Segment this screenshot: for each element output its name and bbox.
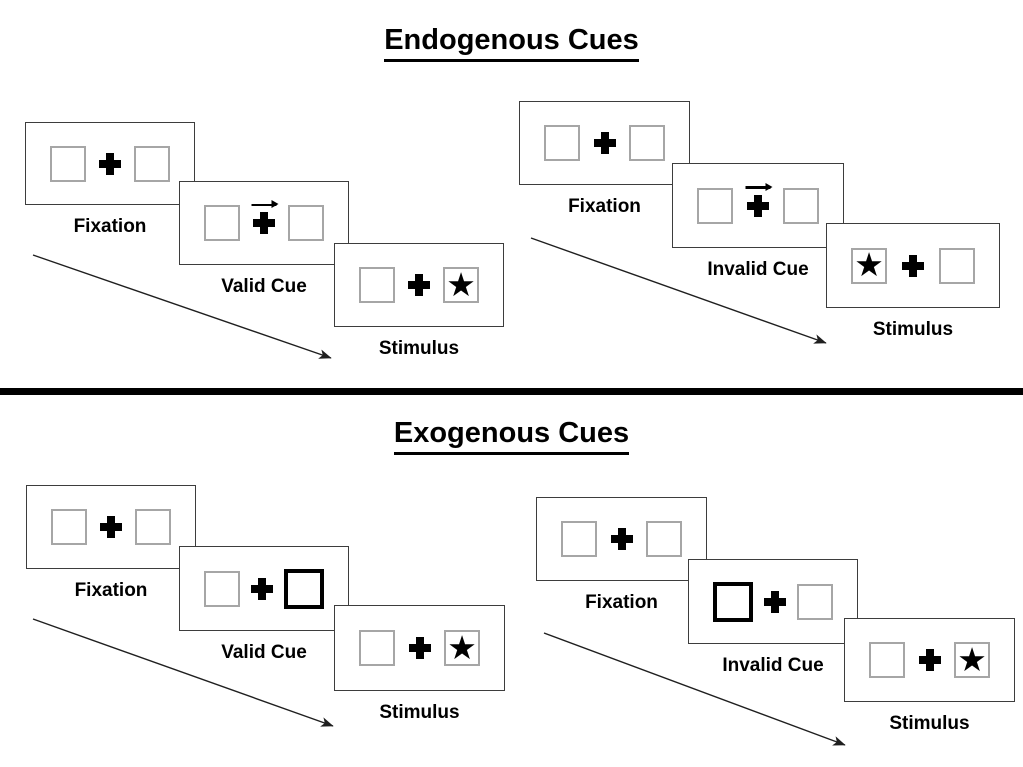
left-box xyxy=(869,642,905,678)
left-box: ★ xyxy=(851,245,887,284)
stimulus-card: ★ xyxy=(334,605,505,691)
right-box: ★ xyxy=(443,267,479,303)
fixation-label: Fixation xyxy=(568,196,641,217)
cue-label: Valid Cue xyxy=(221,642,307,663)
stimulus-card: ★ xyxy=(844,618,1015,702)
right-box: ★ xyxy=(954,642,990,678)
fixation-card xyxy=(26,485,196,569)
cue-label: Invalid Cue xyxy=(722,655,824,676)
cue-arrow-icon xyxy=(745,183,773,190)
fixation-label: Fixation xyxy=(585,592,658,613)
stimulus-label: Stimulus xyxy=(379,702,460,723)
right-box xyxy=(783,187,819,224)
right-box xyxy=(134,145,170,182)
left-box xyxy=(204,570,240,607)
stimulus-card: ★ xyxy=(826,223,1000,308)
right-box: ★ xyxy=(444,630,480,666)
fixation-cross-icon xyxy=(99,152,121,175)
left-box xyxy=(359,630,395,666)
stimulus-label: Stimulus xyxy=(889,713,970,734)
fixation-cross-icon xyxy=(918,649,941,671)
cue-label: Invalid Cue xyxy=(707,259,809,280)
timeline-arrow xyxy=(530,237,827,344)
fixation-cross-icon xyxy=(251,577,273,600)
right-box xyxy=(135,509,171,545)
fixation-card xyxy=(25,122,195,205)
exogenous-title-text: Exogenous Cues xyxy=(393,417,630,455)
left-box xyxy=(359,267,395,303)
star-icon: ★ xyxy=(446,264,476,304)
cue-arrow-icon xyxy=(251,200,279,208)
valid-cue-card xyxy=(179,181,349,265)
fixation-cross-icon xyxy=(408,274,430,296)
fixation-cross-icon xyxy=(408,637,431,659)
timeline-arrow xyxy=(32,618,334,727)
cue-label: Valid Cue xyxy=(221,276,307,297)
star-icon: ★ xyxy=(957,639,987,679)
left-box-highlighted xyxy=(713,581,753,622)
invalid-cue-card xyxy=(672,163,844,248)
timeline-arrow xyxy=(32,254,332,359)
fixation-cross-icon xyxy=(593,132,616,154)
right-box xyxy=(288,205,324,241)
left-box xyxy=(204,205,240,241)
left-box xyxy=(697,187,733,224)
fixation-cross-icon xyxy=(100,516,122,538)
left-box xyxy=(544,125,580,161)
right-box xyxy=(939,247,975,284)
exogenous-section-title: Exogenous Cues xyxy=(0,417,1023,455)
left-box xyxy=(51,509,87,545)
fixation-cross-icon xyxy=(610,528,633,550)
fixation-cross-icon xyxy=(251,200,279,234)
fixation-card xyxy=(519,101,690,185)
right-box xyxy=(646,521,682,557)
star-icon: ★ xyxy=(447,627,477,667)
section-divider xyxy=(0,388,1023,395)
stimulus-card: ★ xyxy=(334,243,504,327)
stimulus-label: Stimulus xyxy=(378,338,460,359)
invalid-cue-card xyxy=(688,559,858,644)
fixation-cross-icon xyxy=(902,254,924,277)
timeline-arrow xyxy=(543,632,846,746)
endogenous-title-text: Endogenous Cues xyxy=(384,24,639,62)
left-box xyxy=(561,521,597,557)
fixation-label: Fixation xyxy=(73,216,147,237)
fixation-card xyxy=(536,497,707,581)
fixation-cross-icon xyxy=(764,590,786,613)
fixation-cross-icon xyxy=(745,183,773,217)
left-box xyxy=(50,145,86,182)
right-box-highlighted xyxy=(284,568,324,609)
fixation-label: Fixation xyxy=(74,580,148,601)
stimulus-label: Stimulus xyxy=(872,319,954,340)
star-icon: ★ xyxy=(854,245,884,284)
right-box xyxy=(629,125,665,161)
endogenous-section-title: Endogenous Cues xyxy=(0,24,1023,62)
valid-cue-card xyxy=(179,546,349,631)
right-box xyxy=(797,583,833,620)
